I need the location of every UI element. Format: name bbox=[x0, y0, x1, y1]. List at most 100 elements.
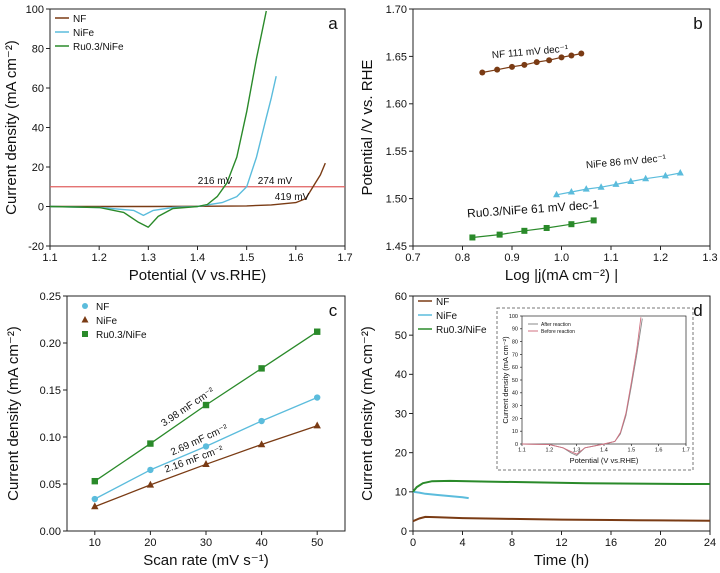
data-point bbox=[590, 217, 597, 224]
data-point bbox=[582, 185, 590, 192]
series-line bbox=[49, 10, 267, 228]
y-tick-label: 50 bbox=[395, 330, 407, 342]
y-tick-label: 0.00 bbox=[40, 526, 61, 538]
legend-label: Ru0.3/NiFe bbox=[436, 325, 487, 336]
x-tick-label: 1.5 bbox=[628, 448, 636, 454]
data-point bbox=[91, 477, 98, 485]
data-point bbox=[82, 331, 88, 337]
data-point bbox=[147, 440, 154, 447]
data-point bbox=[509, 63, 515, 70]
y-tick-label: 60 bbox=[512, 365, 518, 371]
data-point bbox=[543, 224, 550, 231]
x-tick-label: 0 bbox=[410, 537, 416, 549]
y-tick-label: 40 bbox=[32, 122, 44, 134]
y-tick-label: 40 bbox=[395, 369, 407, 381]
y-tick-label: 1.70 bbox=[386, 4, 407, 16]
inset-series-line bbox=[521, 317, 642, 455]
data-point bbox=[578, 50, 585, 57]
y-tick-label: 30 bbox=[512, 404, 518, 410]
data-point bbox=[568, 221, 575, 228]
data-point bbox=[146, 480, 155, 488]
inset-legend-label: Before reaction bbox=[541, 329, 575, 335]
x-tick-label: 1.5 bbox=[239, 252, 254, 264]
fit-line bbox=[472, 219, 594, 239]
series-line bbox=[50, 162, 326, 208]
x-tick-label: 12 bbox=[555, 537, 567, 549]
data-point bbox=[553, 190, 561, 198]
y-tick-label: 100 bbox=[509, 314, 518, 320]
x-tick-label: 1.6 bbox=[288, 252, 303, 264]
data-point bbox=[533, 59, 540, 66]
data-point bbox=[258, 417, 265, 425]
y-axis-label: Current density (mA cm⁻²) bbox=[3, 40, 20, 215]
data-point bbox=[521, 227, 528, 234]
y-tick-label: 1.60 bbox=[386, 99, 407, 111]
x-tick-label: 1.7 bbox=[337, 252, 352, 264]
x-tick-label: 10 bbox=[89, 537, 101, 549]
x-tick-label: 24 bbox=[704, 537, 716, 549]
panel-letter: d bbox=[693, 301, 702, 320]
data-point bbox=[546, 57, 553, 64]
legend-label: NF bbox=[73, 14, 86, 25]
data-point bbox=[147, 466, 154, 474]
inset-border bbox=[496, 307, 694, 471]
panel-d-inset: 1.1 1.2 1.3 1.4 1.5 1.6 1.7 0 10 20 30 40 50 60 70 80 90… bbox=[501, 314, 690, 465]
data-point bbox=[202, 460, 210, 467]
x-tick-label: 0.7 bbox=[405, 252, 420, 264]
x-tick-label: 1.2 bbox=[92, 252, 107, 264]
data-point bbox=[314, 328, 321, 335]
series-line bbox=[412, 479, 710, 493]
x-tick-label: 1.3 bbox=[573, 448, 581, 454]
x-tick-label: 1.2 bbox=[653, 252, 668, 264]
y-tick-label: 50 bbox=[512, 378, 518, 384]
y-tick-label: 20 bbox=[395, 448, 407, 460]
tafel-label: NiFe 86 mV dec⁻¹ bbox=[586, 153, 668, 171]
x-tick-label: 1.1 bbox=[603, 252, 618, 264]
data-point bbox=[202, 443, 210, 450]
legend-label: NiFe bbox=[73, 28, 95, 39]
y-tick-label: 20 bbox=[512, 416, 518, 422]
data-point bbox=[479, 69, 486, 76]
x-tick-label: 4 bbox=[459, 537, 465, 549]
series-line bbox=[412, 490, 469, 500]
x-tick-label: 20 bbox=[144, 537, 156, 549]
data-point bbox=[661, 171, 669, 179]
y-tick-label: 0 bbox=[401, 526, 407, 538]
y-tick-label: 1.50 bbox=[386, 193, 407, 205]
panel-c: 10 20 30 40 50 0.00 0.05 0.10 0.15 0.20 0.25 Scan r… bbox=[5, 291, 346, 569]
y-axis-label: Current density (mA cm⁻²) bbox=[5, 326, 22, 501]
x-tick-label: 1.0 bbox=[554, 252, 569, 264]
panel-letter: b bbox=[693, 14, 702, 33]
data-point bbox=[81, 316, 89, 323]
y-axis-label: Potential /V vs. RHE bbox=[359, 60, 376, 196]
legend-label: NF bbox=[436, 297, 449, 308]
x-tick-label: 30 bbox=[200, 537, 212, 549]
y-tick-label: 30 bbox=[395, 408, 407, 420]
overpotential-label: 216 mV bbox=[198, 176, 233, 187]
y-tick-label: -20 bbox=[28, 241, 44, 253]
x-axis-label: Time (h) bbox=[534, 552, 589, 569]
x-axis-label: Potential (V vs.RHE) bbox=[129, 267, 267, 284]
x-axis-label: Log |j(mA cm⁻²) | bbox=[505, 267, 618, 284]
y-axis-label: Current density (mA cm⁻²) bbox=[359, 326, 376, 501]
legend-label: NiFe bbox=[96, 316, 118, 327]
x-tick-label: 40 bbox=[255, 537, 267, 549]
data-point bbox=[597, 183, 605, 190]
x-tick-label: 1.6 bbox=[655, 448, 663, 454]
x-tick-label: 1.1 bbox=[42, 252, 57, 264]
y-tick-label: 1.65 bbox=[386, 51, 407, 63]
data-point bbox=[627, 177, 635, 185]
data-point bbox=[91, 502, 99, 510]
y-tick-label: 1.45 bbox=[386, 241, 407, 253]
y-axis-label: Current density (mA cm⁻²) bbox=[501, 336, 510, 424]
y-tick-label: 10 bbox=[512, 429, 518, 435]
x-tick-label: 50 bbox=[311, 537, 323, 549]
y-tick-label: 0 bbox=[515, 442, 518, 448]
x-tick-label: 8 bbox=[509, 537, 515, 549]
x-tick-label: 1.7 bbox=[682, 448, 690, 454]
y-tick-label: 20 bbox=[32, 162, 44, 174]
panel-d: 0 4 8 12 16 20 24 0 10 20 30 40 50 60 Time (h) Current … bbox=[359, 291, 716, 569]
data-point bbox=[568, 52, 575, 59]
panel-b: 0.7 0.8 0.9 1.0 1.1 1.2 1.3 1.45 1.50 1.55 1.60 1.6… bbox=[359, 4, 718, 284]
